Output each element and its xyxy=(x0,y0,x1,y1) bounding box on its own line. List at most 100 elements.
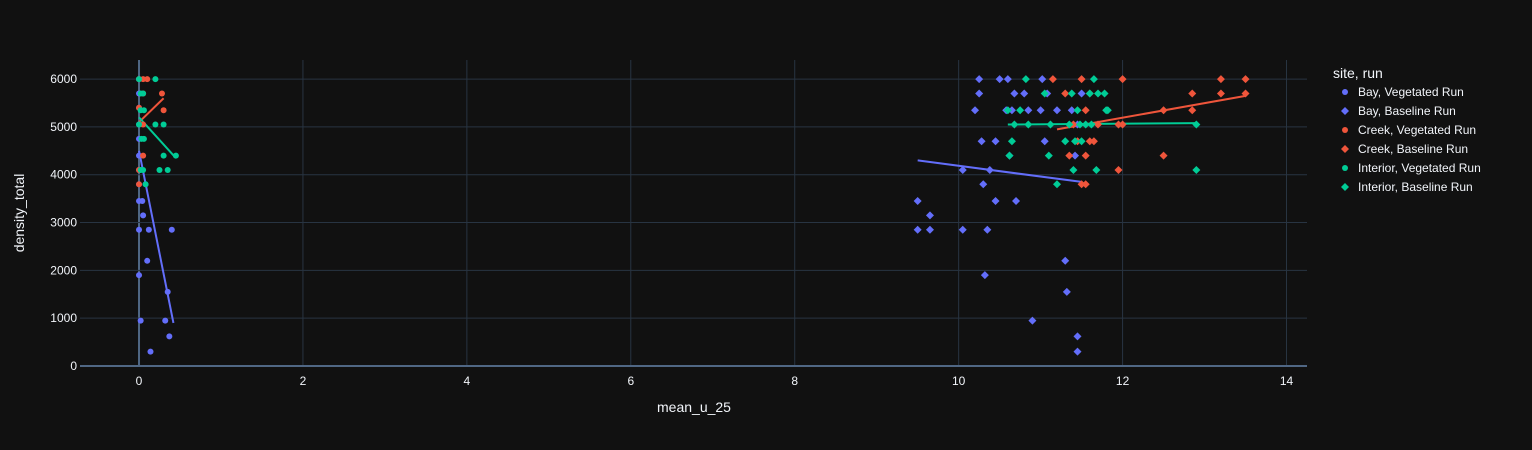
legend-items: Bay, Vegetated Run Bay, Baseline Run Creek… xyxy=(1341,85,1481,194)
x-tick-label: 2 xyxy=(300,374,307,388)
data-point-bay-baseline-run xyxy=(979,180,988,189)
legend-item-creek-vegetated-run[interactable]: Creek, Vegetated Run xyxy=(1342,123,1476,137)
data-point-bay-baseline-run xyxy=(985,165,994,174)
legend: site, run Bay, Vegetated Run Bay, Baselin… xyxy=(1333,65,1481,194)
data-point-interior-vegetated-run xyxy=(142,181,149,188)
data-point-creek-baseline-run xyxy=(1216,75,1225,84)
data-point-creek-vegetated-run xyxy=(140,152,147,159)
data-point-creek-baseline-run xyxy=(1114,120,1123,129)
legend-item-interior-vegetated-run[interactable]: Interior, Vegetated Run xyxy=(1342,161,1481,175)
data-point-interior-baseline-run xyxy=(1044,151,1053,160)
data-point-interior-baseline-run xyxy=(1046,120,1055,129)
data-point-bay-baseline-run xyxy=(1062,287,1071,296)
data-point-creek-baseline-run xyxy=(1081,180,1090,189)
legend-label: Creek, Baseline Run xyxy=(1358,142,1468,156)
data-point-bay-baseline-run xyxy=(1077,89,1086,98)
y-tick-label: 0 xyxy=(70,359,77,373)
data-point-interior-baseline-run xyxy=(1103,106,1112,115)
data-point-interior-baseline-run xyxy=(1016,106,1025,115)
data-point-interior-baseline-run xyxy=(1077,137,1086,146)
data-point-interior-baseline-run xyxy=(1073,106,1082,115)
trendline-interior-baseline-run xyxy=(1007,122,1197,126)
data-point-creek-baseline-run xyxy=(1081,106,1090,115)
legend-item-creek-baseline-run[interactable]: Creek, Baseline Run xyxy=(1341,142,1468,156)
data-point-interior-baseline-run xyxy=(1071,137,1080,146)
y-tick-label: 2000 xyxy=(50,263,77,277)
data-point-interior-baseline-run xyxy=(1010,120,1019,129)
legend-label: Interior, Baseline Run xyxy=(1358,180,1473,194)
data-point-bay-vegetated-run xyxy=(144,257,151,264)
data-point-interior-vegetated-run xyxy=(140,90,147,97)
data-point-bay-vegetated-run xyxy=(147,348,154,355)
legend-item-interior-baseline-run[interactable]: Interior, Baseline Run xyxy=(1341,180,1473,194)
legend-label: Creek, Vegetated Run xyxy=(1358,123,1476,137)
data-point-creek-baseline-run xyxy=(1118,120,1127,129)
data-point-creek-vegetated-run xyxy=(160,107,167,114)
y-tick-label: 6000 xyxy=(50,72,77,86)
data-point-interior-vegetated-run xyxy=(160,152,167,159)
data-point-bay-vegetated-run xyxy=(137,317,144,324)
data-point-bay-baseline-run xyxy=(1007,106,1016,115)
data-point-interior-baseline-run xyxy=(1021,75,1030,84)
data-point-bay-baseline-run xyxy=(983,225,992,234)
y-tick-label: 1000 xyxy=(50,311,77,325)
data-point-interior-baseline-run xyxy=(1092,165,1101,174)
data-point-creek-baseline-run xyxy=(1085,137,1094,146)
legend-title: site, run xyxy=(1333,65,1383,81)
x-tick-label: 6 xyxy=(627,374,634,388)
data-point-bay-vegetated-run xyxy=(162,317,169,324)
data-point-interior-baseline-run xyxy=(1192,120,1201,129)
data-point-bay-baseline-run xyxy=(925,211,934,220)
data-point-bay-baseline-run xyxy=(1061,256,1070,265)
data-point-interior-baseline-run xyxy=(1085,89,1094,98)
data-point-interior-baseline-run xyxy=(1087,120,1096,129)
data-point-bay-baseline-run xyxy=(1036,106,1045,115)
data-point-interior-baseline-run xyxy=(1007,137,1016,146)
data-point-creek-baseline-run xyxy=(1118,75,1127,84)
data-point-interior-baseline-run xyxy=(1192,165,1201,174)
legend-item-bay-baseline-run[interactable]: Bay, Baseline Run xyxy=(1341,104,1456,118)
data-point-creek-baseline-run xyxy=(1089,137,1098,146)
data-point-bay-baseline-run xyxy=(1024,106,1033,115)
data-point-interior-baseline-run xyxy=(1053,180,1062,189)
data-point-bay-baseline-run xyxy=(925,225,934,234)
data-point-bay-baseline-run xyxy=(913,197,922,206)
data-point-bay-baseline-run xyxy=(971,106,980,115)
data-point-bay-baseline-run xyxy=(1073,347,1082,356)
data-point-creek-baseline-run xyxy=(1216,89,1225,98)
data-point-creek-vegetated-run xyxy=(140,121,147,128)
data-point-interior-vegetated-run xyxy=(136,76,143,83)
data-point-bay-baseline-run xyxy=(991,137,1000,146)
data-point-bay-baseline-run xyxy=(975,89,984,98)
data-points xyxy=(136,75,1250,356)
data-point-creek-baseline-run xyxy=(1069,120,1078,129)
data-point-interior-vegetated-run xyxy=(156,166,163,173)
plot-area xyxy=(80,60,1307,366)
data-point-interior-baseline-run xyxy=(1069,165,1078,174)
x-tick-label: 0 xyxy=(136,374,143,388)
data-point-creek-vegetated-run xyxy=(144,76,151,83)
data-point-creek-baseline-run xyxy=(1048,75,1057,84)
x-tick-label: 14 xyxy=(1280,374,1294,388)
data-point-bay-baseline-run xyxy=(980,271,989,280)
data-point-bay-baseline-run xyxy=(958,225,967,234)
data-point-creek-baseline-run xyxy=(1188,106,1197,115)
data-point-interior-vegetated-run xyxy=(136,121,143,128)
data-point-interior-vegetated-run xyxy=(172,152,179,159)
data-point-bay-vegetated-run xyxy=(166,333,173,340)
data-point-interior-vegetated-run xyxy=(140,107,147,114)
x-tick-label: 10 xyxy=(952,374,966,388)
data-point-bay-baseline-run xyxy=(975,75,984,84)
data-point-interior-baseline-run xyxy=(1061,137,1070,146)
legend-item-bay-vegetated-run[interactable]: Bay, Vegetated Run xyxy=(1342,85,1464,99)
data-point-creek-baseline-run xyxy=(1081,151,1090,160)
data-point-creek-baseline-run xyxy=(1093,120,1102,129)
y-tick-label: 4000 xyxy=(50,168,77,182)
data-point-bay-vegetated-run xyxy=(164,288,171,295)
legend-marker xyxy=(1342,127,1348,133)
data-point-interior-baseline-run xyxy=(1089,75,1098,84)
data-point-bay-vegetated-run xyxy=(145,226,152,233)
data-point-bay-baseline-run xyxy=(1020,89,1029,98)
data-point-creek-baseline-run xyxy=(1065,151,1074,160)
